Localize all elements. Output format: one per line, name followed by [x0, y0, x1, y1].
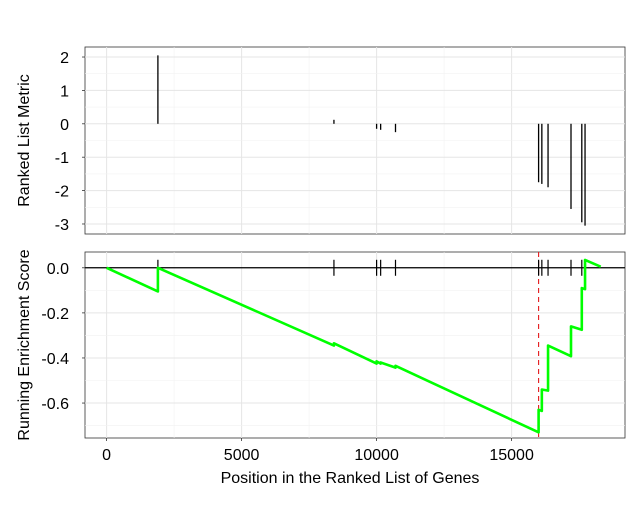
bottom-y-tick-label: -0.6 — [41, 396, 69, 413]
running-score-line — [106, 258, 602, 434]
x-ticks: 0 5000 10000 15000 — [102, 438, 534, 464]
ranked-metric-panel: 2 1 0 -1 -2 -3 Ranked List Metric — [16, 46, 626, 235]
top-y-axis-label: Ranked List Metric — [16, 74, 33, 207]
bottom-y-ticks: 0.0 -0.2 -0.4 -0.6 — [41, 261, 85, 413]
x-tick-label: 5000 — [224, 447, 260, 464]
top-y-tick-label: 0 — [60, 117, 69, 134]
bottom-y-axis-label: Running Enrichment Score — [16, 249, 33, 440]
enrichment-score-panel: 0.0 -0.2 -0.4 -0.6 0 5000 10000 15000 Running … — [16, 249, 626, 487]
top-y-tick-label: -2 — [55, 184, 69, 201]
bottom-panel-border — [84, 251, 626, 439]
top-y-tick-label: 2 — [60, 50, 69, 67]
top-y-ticks: 2 1 0 -1 -2 -3 — [55, 50, 85, 234]
metric-bars — [157, 55, 586, 226]
x-tick-label: 0 — [102, 447, 111, 464]
x-axis-label: Position in the Ranked List of Genes — [221, 470, 480, 487]
bottom-y-tick-label: 0.0 — [47, 261, 69, 278]
x-tick-label: 15000 — [489, 447, 534, 464]
top-y-tick-label: -3 — [55, 217, 69, 234]
top-y-tick-label: 1 — [60, 83, 69, 100]
top-y-tick-label: -1 — [55, 150, 69, 167]
enrichment-lines — [85, 252, 625, 438]
x-tick-label: 10000 — [354, 447, 399, 464]
bottom-y-tick-label: -0.4 — [41, 351, 69, 368]
top-grid — [85, 47, 625, 234]
bottom-y-tick-label: -0.2 — [41, 306, 69, 323]
